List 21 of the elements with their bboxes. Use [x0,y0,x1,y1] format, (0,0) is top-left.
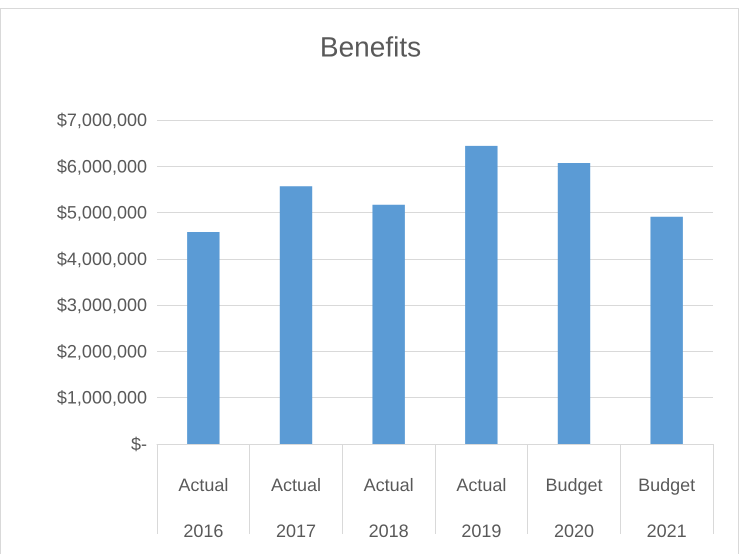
bar [558,163,590,444]
bar [280,186,312,444]
y-tick-label: $6,000,000 [56,156,147,176]
bar [187,232,220,444]
category-label: Actual 2017 [270,475,322,541]
bar [650,216,683,444]
y-tick-label: $3,000,000 [56,295,147,316]
y-tick-label: $4,000,000 [56,248,147,269]
bar [465,146,498,444]
y-tick-label: $- [130,434,147,454]
chart-title: Benefits [320,32,422,62]
y-tick-label: $2,000,000 [56,341,147,362]
y-tick-label: $7,000,000 [56,110,147,130]
category-label: Actual 2018 [364,475,414,541]
bar [372,204,405,444]
category-label: Budget 2021 [638,475,696,541]
category-label: Budget 2020 [545,475,603,541]
category-label: Actual 2016 [178,475,228,541]
y-tick-label: $5,000,000 [56,202,147,223]
y-tick-label: $1,000,000 [56,388,147,408]
category-label: Actual 2019 [456,475,506,541]
